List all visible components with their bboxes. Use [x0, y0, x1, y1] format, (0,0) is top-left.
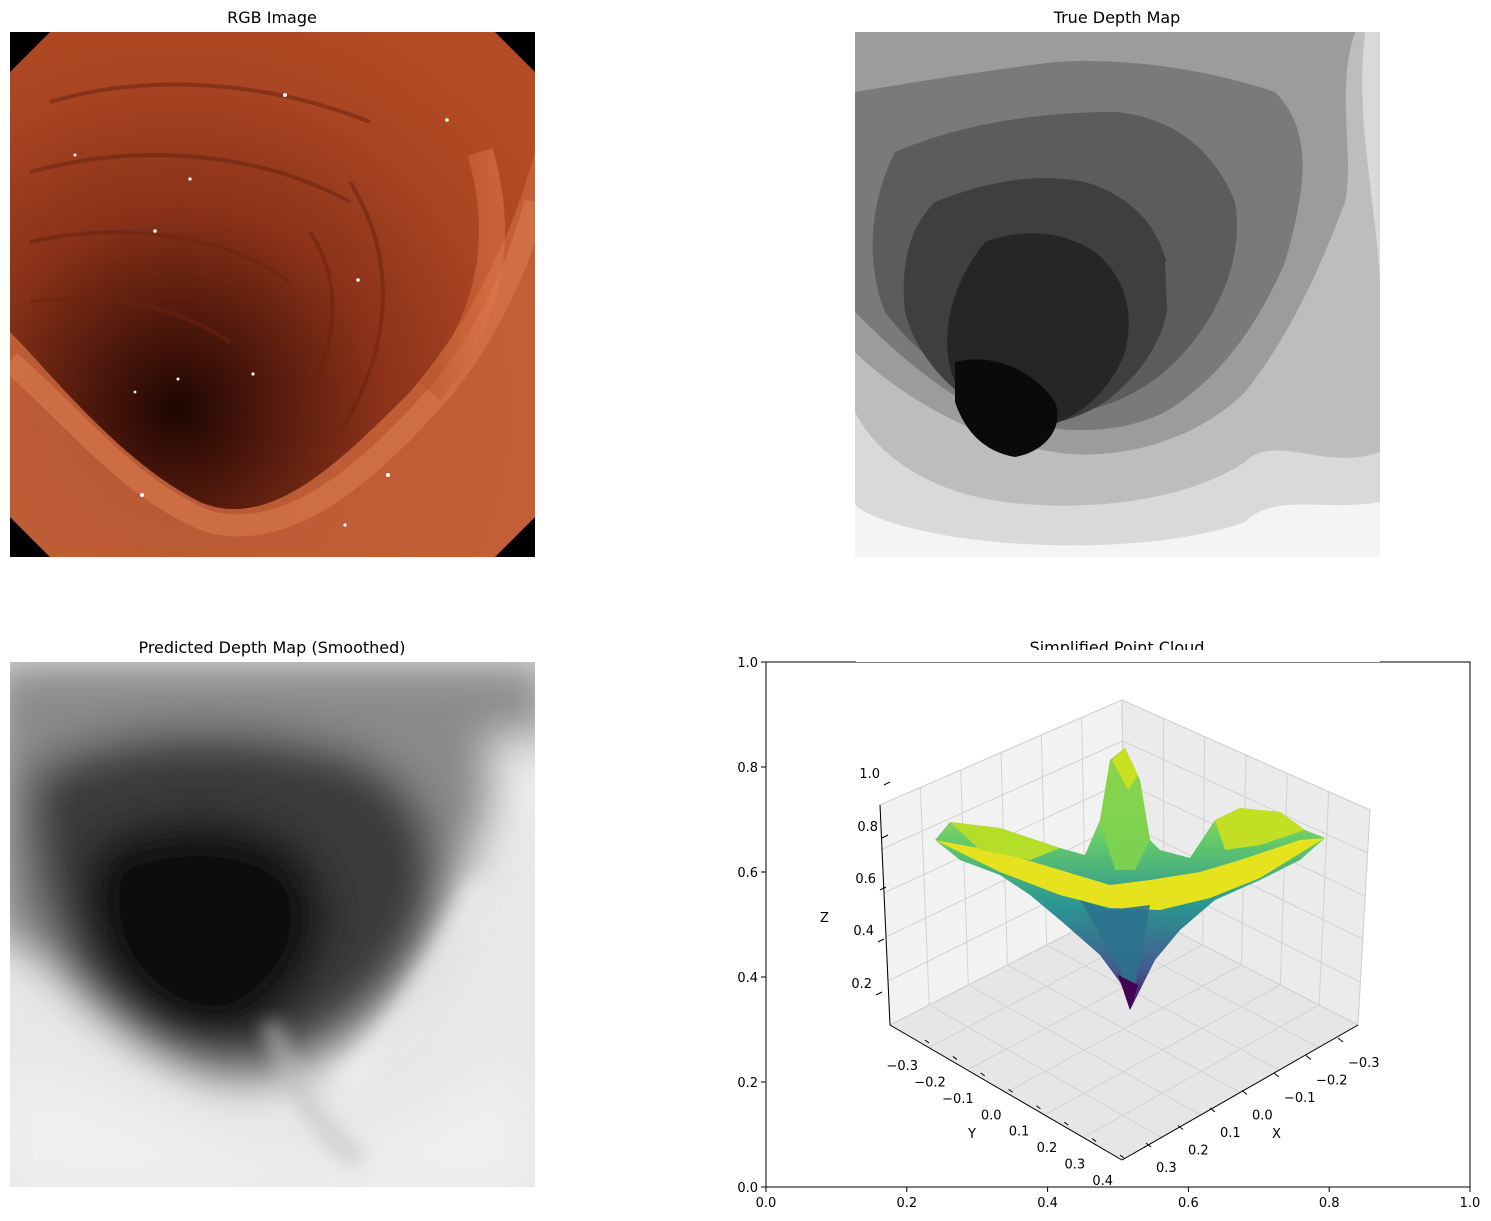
true-depth-map — [855, 32, 1380, 557]
outer-y-tick-label: 1.0 — [737, 656, 758, 671]
y-tick — [1063, 1121, 1069, 1126]
y-tick-label: −0.1 — [942, 1092, 974, 1107]
x-tick — [1273, 1072, 1280, 1078]
outer-y-tick-label: 0.2 — [737, 1076, 758, 1091]
outer-y-tick-label: 0.4 — [737, 971, 758, 986]
z-tick-label: 0.6 — [855, 872, 876, 887]
z-tick-label: 1.0 — [859, 767, 880, 782]
y-tick — [1091, 1138, 1097, 1142]
y-tick-label: −0.2 — [914, 1075, 946, 1090]
outer-x-tick-label: 0.6 — [1178, 1196, 1199, 1211]
x-tick — [1305, 1055, 1312, 1060]
y-tick — [1036, 1105, 1041, 1110]
outer-x-tick-label: 1.0 — [1460, 1196, 1481, 1211]
outer-y-tick-label: 0.0 — [737, 1181, 758, 1196]
z-tick-label: 0.4 — [853, 924, 874, 939]
x-tick — [1337, 1037, 1344, 1043]
y-axis-label: Y — [967, 1127, 976, 1142]
z-tick — [881, 834, 889, 839]
z-tick — [883, 781, 891, 786]
y-tick-label: 0.1 — [1009, 1125, 1030, 1140]
outer-x-tick-label: 0.2 — [896, 1196, 917, 1211]
x-tick-label: −0.3 — [1348, 1056, 1380, 1071]
point-cloud-surface — [935, 748, 1325, 1010]
y-tick — [1008, 1088, 1013, 1093]
pred-depth-title: Predicted Depth Map (Smoothed) — [138, 638, 406, 657]
x-tick-label: 0.2 — [1188, 1144, 1209, 1159]
y-tick-label: 0.0 — [981, 1108, 1002, 1123]
z-tick — [875, 991, 883, 996]
x-tick — [1177, 1125, 1184, 1130]
z-axis-label: Z — [820, 911, 829, 926]
y-tick-label: 0.4 — [1092, 1174, 1113, 1189]
outer-x-tick-label: 0.0 — [756, 1196, 777, 1211]
outer-y-tick-label: 0.6 — [737, 866, 758, 881]
true-depth-title: True Depth Map — [1053, 8, 1181, 27]
z-tick — [879, 886, 887, 891]
x-tick-label: −0.2 — [1316, 1074, 1348, 1089]
y-tick-label: 0.3 — [1064, 1158, 1085, 1173]
y-tick — [924, 1039, 930, 1044]
z-tick-label: 0.8 — [857, 820, 878, 835]
ticks-3d: 0.20.40.60.81.0−0.3−0.2−0.10.00.10.20.30… — [851, 767, 1379, 1189]
y-tick-label: −0.3 — [886, 1059, 918, 1074]
x-tick-label: 0.0 — [1252, 1109, 1273, 1124]
outer-y-tick-label: 0.8 — [737, 761, 758, 776]
x-tick-label: 0.3 — [1156, 1161, 1177, 1176]
x-tick-label: 0.1 — [1220, 1126, 1241, 1141]
z-tick — [877, 938, 885, 943]
outer-x-tick-label: 0.8 — [1319, 1196, 1340, 1211]
x-axis-label: X — [1272, 1127, 1281, 1142]
outer-axes-ticks: 0.0 0.2 0.4 0.6 0.8 1.0 0.0 0.2 0.4 0.6 0.8 1.0 — [737, 656, 1480, 1211]
z-tick-label: 0.2 — [851, 977, 872, 992]
outer-x-tick-label: 0.4 — [1037, 1196, 1058, 1211]
y-tick-label: 0.2 — [1037, 1141, 1058, 1156]
predicted-depth-map — [10, 662, 535, 1187]
y-tick — [980, 1072, 986, 1077]
y-tick — [1119, 1154, 1125, 1159]
rgb-image — [10, 32, 535, 557]
x-tick — [1241, 1090, 1248, 1095]
x-tick-label: −0.1 — [1284, 1091, 1316, 1106]
x-tick — [1145, 1142, 1152, 1148]
y-tick — [952, 1056, 958, 1060]
rgb-image-title: RGB Image — [227, 8, 317, 27]
x-tick — [1209, 1107, 1216, 1113]
